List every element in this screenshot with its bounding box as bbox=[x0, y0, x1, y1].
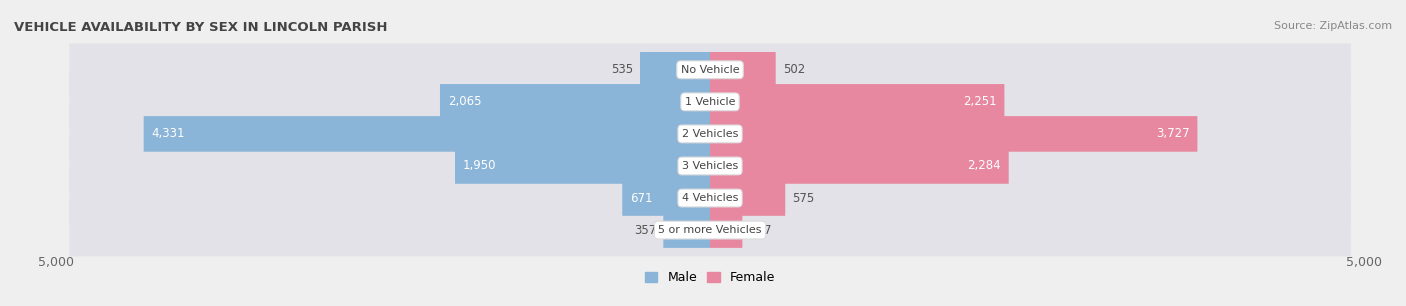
Text: 535: 535 bbox=[610, 63, 633, 76]
FancyBboxPatch shape bbox=[69, 204, 1351, 256]
FancyBboxPatch shape bbox=[440, 84, 710, 120]
FancyBboxPatch shape bbox=[640, 52, 710, 88]
FancyBboxPatch shape bbox=[623, 180, 710, 216]
Text: 575: 575 bbox=[793, 192, 814, 204]
Text: 247: 247 bbox=[749, 224, 772, 237]
Text: 3,727: 3,727 bbox=[1156, 127, 1189, 140]
Text: 502: 502 bbox=[783, 63, 806, 76]
FancyBboxPatch shape bbox=[710, 180, 785, 216]
Text: VEHICLE AVAILABILITY BY SEX IN LINCOLN PARISH: VEHICLE AVAILABILITY BY SEX IN LINCOLN P… bbox=[14, 21, 388, 34]
Text: 357: 357 bbox=[634, 224, 657, 237]
Text: 4 Vehicles: 4 Vehicles bbox=[682, 193, 738, 203]
FancyBboxPatch shape bbox=[710, 52, 776, 88]
Text: 2 Vehicles: 2 Vehicles bbox=[682, 129, 738, 139]
Text: 5 or more Vehicles: 5 or more Vehicles bbox=[658, 225, 762, 235]
FancyBboxPatch shape bbox=[69, 108, 1351, 160]
FancyBboxPatch shape bbox=[143, 116, 710, 152]
Text: 2,065: 2,065 bbox=[449, 95, 481, 108]
FancyBboxPatch shape bbox=[664, 212, 710, 248]
FancyBboxPatch shape bbox=[456, 148, 710, 184]
FancyBboxPatch shape bbox=[710, 84, 1004, 120]
FancyBboxPatch shape bbox=[69, 43, 1351, 96]
FancyBboxPatch shape bbox=[69, 172, 1351, 224]
FancyBboxPatch shape bbox=[710, 148, 1008, 184]
FancyBboxPatch shape bbox=[69, 140, 1351, 192]
FancyBboxPatch shape bbox=[710, 116, 1198, 152]
Text: 2,284: 2,284 bbox=[967, 159, 1001, 173]
Text: No Vehicle: No Vehicle bbox=[681, 65, 740, 75]
Text: 4,331: 4,331 bbox=[152, 127, 186, 140]
Text: 1 Vehicle: 1 Vehicle bbox=[685, 97, 735, 107]
FancyBboxPatch shape bbox=[710, 212, 742, 248]
Legend: Male, Female: Male, Female bbox=[640, 266, 780, 289]
Text: 2,251: 2,251 bbox=[963, 95, 997, 108]
Text: 1,950: 1,950 bbox=[463, 159, 496, 173]
Text: 671: 671 bbox=[630, 192, 652, 204]
Text: Source: ZipAtlas.com: Source: ZipAtlas.com bbox=[1274, 21, 1392, 32]
Text: 3 Vehicles: 3 Vehicles bbox=[682, 161, 738, 171]
FancyBboxPatch shape bbox=[69, 76, 1351, 128]
